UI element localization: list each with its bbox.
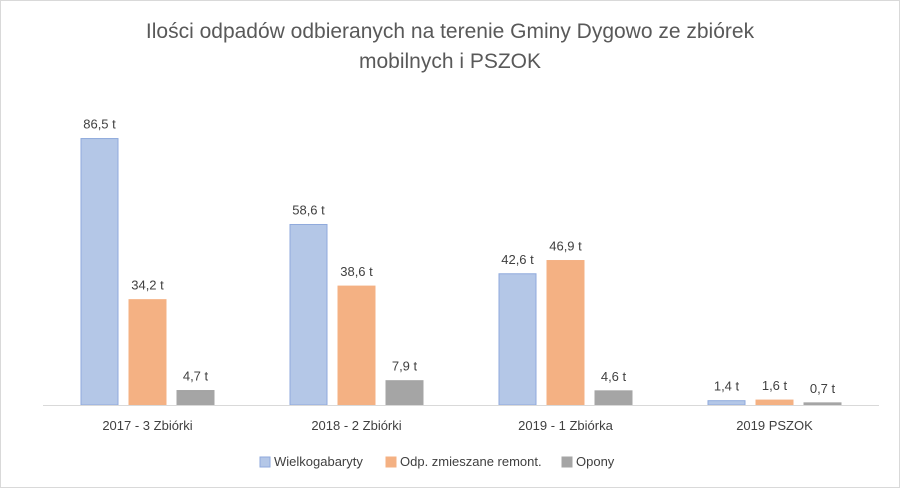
data-label-3-2: 7,9 t — [392, 359, 418, 374]
data-label-1-1: 86,5 t — [83, 117, 116, 132]
bar-1-3 — [498, 273, 537, 406]
legend-swatch-2 — [385, 456, 397, 468]
legend: Wielkogabaryty Odp. zmieszane remont. Opon… — [259, 454, 615, 469]
data-label-2-4: 1,6 t — [762, 378, 788, 393]
x-tick-label-3: 2019 - 1 Zbiórka — [518, 418, 613, 433]
bar-1-4 — [707, 400, 746, 406]
legend-label-3: Opony — [576, 454, 615, 469]
legend-label-2: Odp. zmieszane remont. — [400, 454, 542, 469]
chart-title-line-1: Ilości odpadów odbieranych na terenie Gm… — [146, 20, 755, 43]
bar-2-4 — [755, 399, 794, 406]
data-label-3-1: 4,7 t — [183, 369, 209, 384]
data-label-2-3: 46,9 t — [549, 239, 582, 254]
data-label-3-3: 4,6 t — [601, 369, 627, 384]
bar-2-3 — [546, 260, 585, 406]
bars-layer: 86,5 t 34,2 t 4,7 t 58,6 t 38,6 t 7,9 t 42,6 t… — [80, 117, 842, 406]
x-tick-label-2: 2018 - 2 Zbiórki — [311, 418, 401, 433]
data-label-2-2: 38,6 t — [340, 264, 373, 279]
data-label-2-1: 34,2 t — [131, 278, 164, 293]
data-label-3-4: 0,7 t — [810, 381, 836, 396]
data-label-1-2: 58,6 t — [292, 202, 325, 217]
legend-swatch-1 — [259, 456, 271, 468]
bar-1-1 — [80, 138, 119, 406]
data-label-1-4: 1,4 t — [714, 379, 740, 394]
x-tick-label-1: 2017 - 3 Zbiórki — [102, 418, 192, 433]
legend-label-1: Wielkogabaryty — [274, 454, 363, 469]
bar-2-2 — [337, 285, 376, 406]
chart-title-line-2: mobilnych i PSZOK — [359, 50, 541, 73]
legend-swatch-3 — [561, 456, 573, 468]
bar-3-1 — [176, 390, 215, 406]
bar-2-1 — [128, 299, 167, 406]
category-ticks: 2017 - 3 Zbiórki 2018 - 2 Zbiórki 2019 - 1… — [102, 418, 813, 433]
bar-3-3 — [594, 390, 633, 406]
x-tick-label-4: 2019 PSZOK — [736, 418, 813, 433]
bar-3-2 — [385, 380, 424, 406]
data-label-1-3: 42,6 t — [501, 252, 534, 267]
bar-1-2 — [289, 223, 328, 406]
bar-3-4 — [803, 402, 842, 406]
